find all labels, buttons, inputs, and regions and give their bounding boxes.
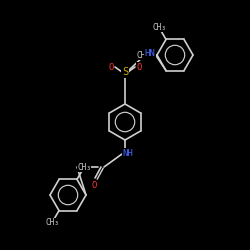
Text: CH₃: CH₃ xyxy=(45,218,59,227)
Text: O: O xyxy=(78,162,84,172)
Text: CH₃: CH₃ xyxy=(136,50,150,59)
Text: O: O xyxy=(108,62,114,72)
Text: CH₃: CH₃ xyxy=(77,163,91,172)
Text: O: O xyxy=(91,180,97,190)
Text: O: O xyxy=(136,62,142,72)
Text: S: S xyxy=(122,67,128,77)
Text: CH₃: CH₃ xyxy=(152,23,166,32)
Text: HN: HN xyxy=(144,50,156,58)
Text: NH: NH xyxy=(122,148,134,158)
